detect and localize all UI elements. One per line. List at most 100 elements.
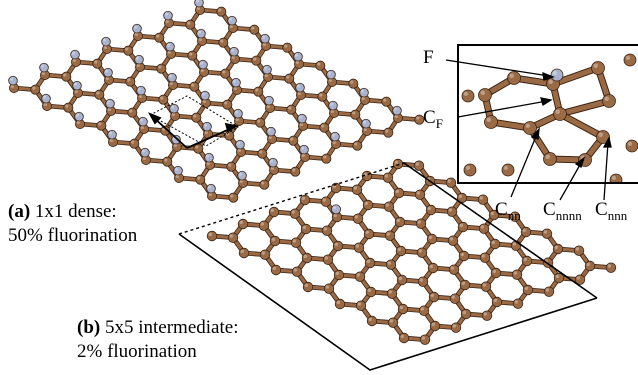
fluorine-atom [359, 87, 369, 98]
carbon-atom [350, 109, 361, 120]
carbon-atom-highlight [262, 42, 267, 46]
inset-carbon-atom-highlight [548, 79, 553, 84]
carbon-atom-highlight [272, 266, 276, 270]
fluorine-atom-highlight [197, 30, 202, 34]
carbon-atom [364, 257, 376, 269]
carbon-atom [249, 24, 260, 35]
carbon-atom-highlight [523, 257, 527, 261]
caption-panel-b: (b) 5x5 intermediate: 2% fluorination [77, 316, 238, 364]
carbon-atom-highlight [208, 192, 212, 196]
fluorine-atom-highlight [40, 64, 44, 68]
carbon-atom [488, 209, 500, 221]
panel-a-subtitle: 50% fluorination [8, 225, 138, 246]
fluorine-atom [328, 100, 338, 111]
carbon-atom [218, 37, 229, 48]
fluorine-atom-highlight [267, 128, 271, 132]
fluorine-atom [134, 54, 144, 65]
fluorine-atom-highlight [141, 149, 146, 153]
inset-carbon-atom-highlight [555, 109, 560, 114]
carbon-atom-highlight [74, 89, 78, 93]
carbon-atom [251, 55, 262, 66]
carbon-atom-highlight [302, 225, 306, 230]
carbon-atom [425, 204, 437, 216]
carbon-atom [315, 60, 326, 71]
fluorine-atom [138, 116, 148, 127]
fluorine-atom-highlight [232, 79, 237, 83]
fluorine-atom [39, 62, 49, 73]
inset-carbon-atom-faded-highlight [463, 91, 468, 96]
fluorine-atom-highlight [102, 38, 106, 42]
carbon-atom [270, 264, 282, 276]
carbon-atom-highlight [165, 19, 169, 23]
fluorine-atom [268, 157, 278, 168]
carbon-atom [220, 68, 231, 79]
carbon-atom-highlight [291, 210, 295, 214]
carbon-atom [427, 262, 439, 274]
carbon-atom [154, 32, 165, 43]
carbon-atom [94, 89, 105, 100]
carbon-atom [393, 187, 405, 199]
carbon-atom [573, 245, 585, 256]
fluorine-atom [165, 41, 175, 52]
carbon-atom [299, 194, 311, 206]
inset-frame [457, 44, 638, 184]
inset-carbon-atom-highlight [604, 96, 609, 101]
carbon-atom-highlight [460, 252, 464, 256]
carbon-atom [584, 260, 596, 272]
label-f: F [423, 47, 434, 68]
carbon-atom-highlight [400, 334, 404, 338]
carbon-atom [189, 81, 200, 92]
carbon-atom [522, 284, 534, 296]
fluorine-atom [72, 80, 82, 91]
carbon-atom-highlight [136, 63, 140, 67]
caption-panel-a-line1: (a) 1x1 dense: [8, 200, 137, 224]
fluorine-atom [266, 126, 276, 137]
fluorine-atom [200, 90, 210, 101]
carbon-atom [323, 283, 335, 294]
carbon-atom [365, 286, 377, 298]
carbon-atom-highlight [417, 220, 421, 224]
carbon-atom-highlight [394, 160, 398, 165]
carbon-atom-highlight [138, 94, 142, 98]
inset-bond [557, 98, 612, 117]
carbon-atom [286, 104, 297, 115]
carbon-atom-highlight [261, 181, 265, 185]
carbon-atom [450, 322, 462, 333]
fluorine-atom-highlight [269, 159, 273, 163]
fluorine-atom [227, 15, 237, 26]
inset-carbon-atom [484, 115, 498, 129]
carbon-atom [253, 86, 264, 97]
carbon-atom [414, 114, 425, 125]
carbon-atom-highlight [220, 39, 224, 43]
carbon-atom-highlight [292, 168, 296, 172]
fluorine-atom-highlight [75, 113, 79, 117]
carbon-atom-highlight [387, 261, 391, 265]
carbon-atom [290, 166, 301, 177]
carbon-atom-highlight [586, 262, 590, 266]
fluorine-atom-highlight [104, 69, 108, 73]
carbon-atom-highlight [127, 78, 131, 82]
fluorine-atom [202, 121, 212, 132]
fluorine-atom-highlight [230, 48, 235, 52]
supercell-frame-b [178, 162, 598, 371]
carbon-atom-highlight [290, 137, 294, 141]
fluorine-atom-highlight [265, 97, 269, 101]
carbon-atom [289, 208, 301, 219]
carbon-atom [191, 112, 202, 123]
carbon-atom-highlight [43, 102, 47, 106]
carbon-atom-highlight [268, 135, 273, 139]
carbon-atom [255, 117, 266, 128]
carbon-atom-highlight [257, 119, 261, 123]
carbon-atom-highlight [169, 81, 173, 85]
label-cnnn-main: C [595, 199, 608, 220]
carbon-atom-highlight [383, 98, 387, 102]
carbon-atom-highlight [228, 163, 232, 167]
fluorine-atom-highlight [199, 61, 204, 65]
carbon-atom-highlight [286, 75, 290, 79]
carbon-atom-highlight [191, 83, 195, 87]
carbon-atom [479, 252, 491, 263]
carbon-atom-highlight [264, 73, 269, 77]
carbon-atom [385, 259, 397, 270]
carbon-atom [330, 182, 342, 194]
carbon-atom-highlight [301, 153, 306, 157]
